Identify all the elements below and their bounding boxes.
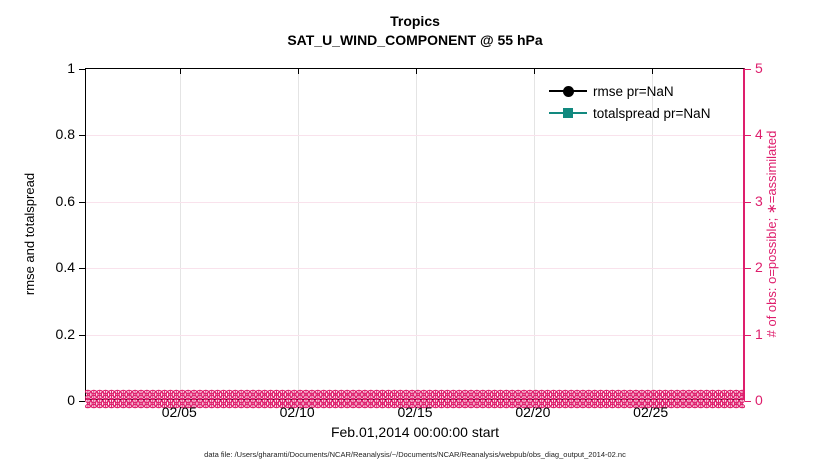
right-y-tick-label: 1 — [755, 325, 763, 342]
left-y-tick-mark — [79, 334, 85, 336]
vertical-gridline — [533, 69, 535, 399]
x-axis-label: Feb.01,2014 00:00:00 start — [330, 424, 500, 440]
right-y-tick-mark — [745, 401, 751, 402]
right-y-tick-label: 2 — [755, 259, 763, 276]
legend-item-rmse: rmse pr=NaN — [549, 80, 710, 102]
legend: rmse pr=NaN totalspread pr=NaN — [549, 80, 710, 124]
left-y-tick-mark — [79, 268, 85, 270]
legend-item-totalspread: totalspread pr=NaN — [549, 102, 710, 124]
right-y-tick-label: 0 — [755, 392, 763, 408]
vertical-gridline — [651, 69, 653, 399]
rmse-line-circle-icon — [549, 84, 593, 98]
left-y-tick-label: 0.4 — [55, 259, 75, 276]
left-y-tick-label: 0.8 — [55, 126, 75, 143]
totalspread-line-square-icon — [549, 106, 593, 120]
data-file-caption: data file: /Users/gharamti/Documents/NCA… — [204, 450, 626, 459]
right-y-tick-mark — [745, 334, 751, 336]
x-tick-label: 02/25 — [633, 404, 669, 420]
horizontal-gridline — [86, 135, 743, 137]
x-tick-label: 02/20 — [515, 404, 551, 420]
vertical-gridline — [298, 69, 300, 399]
left-y-tick-label: 0 — [67, 392, 75, 408]
chart-subtitle: SAT_U_WIND_COMPONENT @ 55 hPa — [287, 32, 543, 48]
plot-area — [79, 68, 751, 402]
x-tick-mark — [533, 69, 535, 74]
left-y-tick-label: 1 — [67, 60, 75, 76]
right-y-tick-label: 3 — [755, 192, 763, 209]
left-y-tick-mark — [79, 135, 85, 137]
right-y-tick-mark — [745, 69, 751, 70]
left-y-tick-mark — [79, 69, 85, 70]
right-y-tick-mark — [745, 135, 751, 137]
left-y-tick-label: 0.6 — [55, 192, 75, 209]
legend-label: totalspread pr=NaN — [593, 105, 711, 121]
legend-label: rmse pr=NaN — [593, 83, 674, 99]
x-tick-mark — [651, 69, 653, 74]
horizontal-gridline — [86, 334, 743, 336]
x-tick-label: 02/05 — [161, 404, 197, 420]
x-tick-label: 02/10 — [279, 404, 315, 420]
left-axis-label: rmse and totalspread — [22, 172, 37, 296]
x-tick-mark — [416, 69, 417, 74]
obs-count-markers — [85, 389, 745, 409]
right-y-tick-mark — [745, 201, 751, 203]
left-y-tick-mark — [79, 401, 85, 402]
left-y-tick-mark — [79, 201, 85, 203]
right-y-tick-label: 4 — [755, 126, 763, 143]
horizontal-gridline — [86, 268, 743, 270]
x-tick-label: 02/15 — [397, 404, 433, 420]
right-y-tick-label: 5 — [755, 60, 763, 76]
x-tick-mark — [298, 69, 300, 74]
vertical-gridline — [180, 69, 182, 399]
vertical-gridline — [416, 69, 417, 399]
chart-title: Tropics — [390, 13, 440, 29]
x-tick-mark — [180, 69, 182, 74]
left-y-tick-label: 0.2 — [55, 325, 75, 342]
right-y-tick-mark — [745, 268, 751, 270]
right-axis-label: # of obs: o=possible; ∗=assimilated — [764, 130, 779, 338]
horizontal-gridline — [86, 201, 743, 203]
